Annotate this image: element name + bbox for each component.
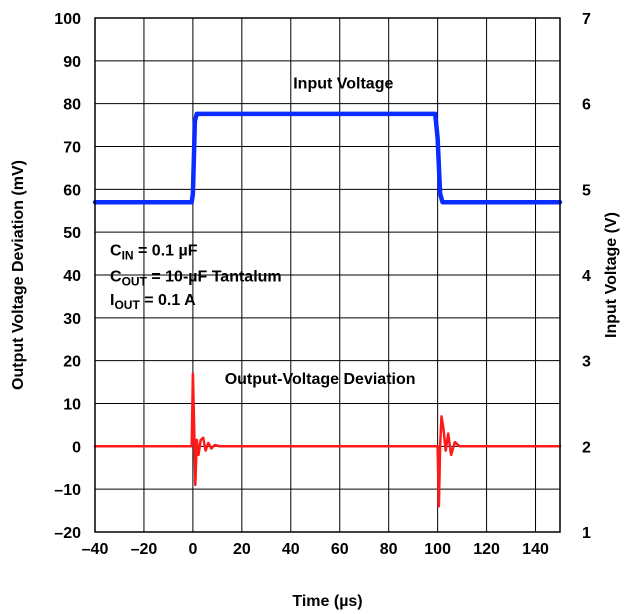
y-left-tick-label: 10: [63, 397, 81, 414]
x-tick-label: 0: [188, 541, 197, 558]
y-right-tick-label: 3: [582, 354, 591, 371]
x-tick-label: 40: [282, 541, 300, 558]
x-tick-label: 140: [522, 541, 549, 558]
plot-frame: [94, 17, 561, 533]
y-right-tick-label: 2: [582, 439, 591, 456]
y-left-tick-label: –10: [54, 482, 81, 499]
y-left-tick-label: 0: [72, 439, 81, 456]
y-left-tick-label: 70: [63, 140, 81, 157]
x-tick-label: 120: [473, 541, 500, 558]
y-left-tick-label: –20: [54, 525, 81, 542]
series-layer: [92, 111, 563, 508]
output-deviation-line: [93, 372, 562, 508]
y-axis-left-label: Output Voltage Deviation (mV): [10, 160, 27, 390]
tick-labels: –40 –20 0 20 40 60 80 100 120 140–20–100102030405…: [54, 11, 591, 558]
condition-line: COUT = 10-µF Tantalum: [110, 268, 282, 288]
condition-line: CIN = 0.1 µF: [110, 243, 198, 263]
test-conditions: CIN = 0.1 µF COUT = 10-µF Tantalum IOUT = …: [110, 243, 282, 312]
y-left-tick-label: 80: [63, 97, 81, 114]
x-tick-label: –40: [82, 541, 109, 558]
y-left-tick-label: 100: [54, 11, 81, 28]
y-right-tick-label: 7: [582, 11, 591, 28]
x-tick-label: –20: [131, 541, 158, 558]
x-tick-label: 100: [424, 541, 451, 558]
y-left-tick-label: 50: [63, 225, 81, 242]
output-deviation-annotation: Output-Voltage Deviation: [225, 371, 416, 388]
x-axis-label: Time (µs): [292, 593, 362, 610]
x-tick-label: 60: [331, 541, 349, 558]
y-right-tick-label: 6: [582, 97, 591, 114]
input-voltage-annotation: Input Voltage: [293, 76, 393, 93]
y-left-tick-label: 60: [63, 182, 81, 199]
x-tick-label: 20: [233, 541, 251, 558]
y-left-tick-label: 20: [63, 354, 81, 371]
input-voltage-line: [92, 111, 563, 205]
y-right-tick-label: 1: [582, 525, 591, 542]
y-left-tick-label: 30: [63, 311, 81, 328]
y-left-tick-label: 90: [63, 54, 81, 71]
x-tick-label: 80: [380, 541, 398, 558]
condition-line: IOUT = 0.1 A: [110, 292, 196, 312]
y-left-tick-label: 40: [63, 268, 81, 285]
y-axis-right-label: Input Voltage (V): [603, 212, 620, 338]
y-right-tick-label: 5: [582, 182, 591, 199]
y-right-tick-label: 4: [582, 268, 591, 285]
